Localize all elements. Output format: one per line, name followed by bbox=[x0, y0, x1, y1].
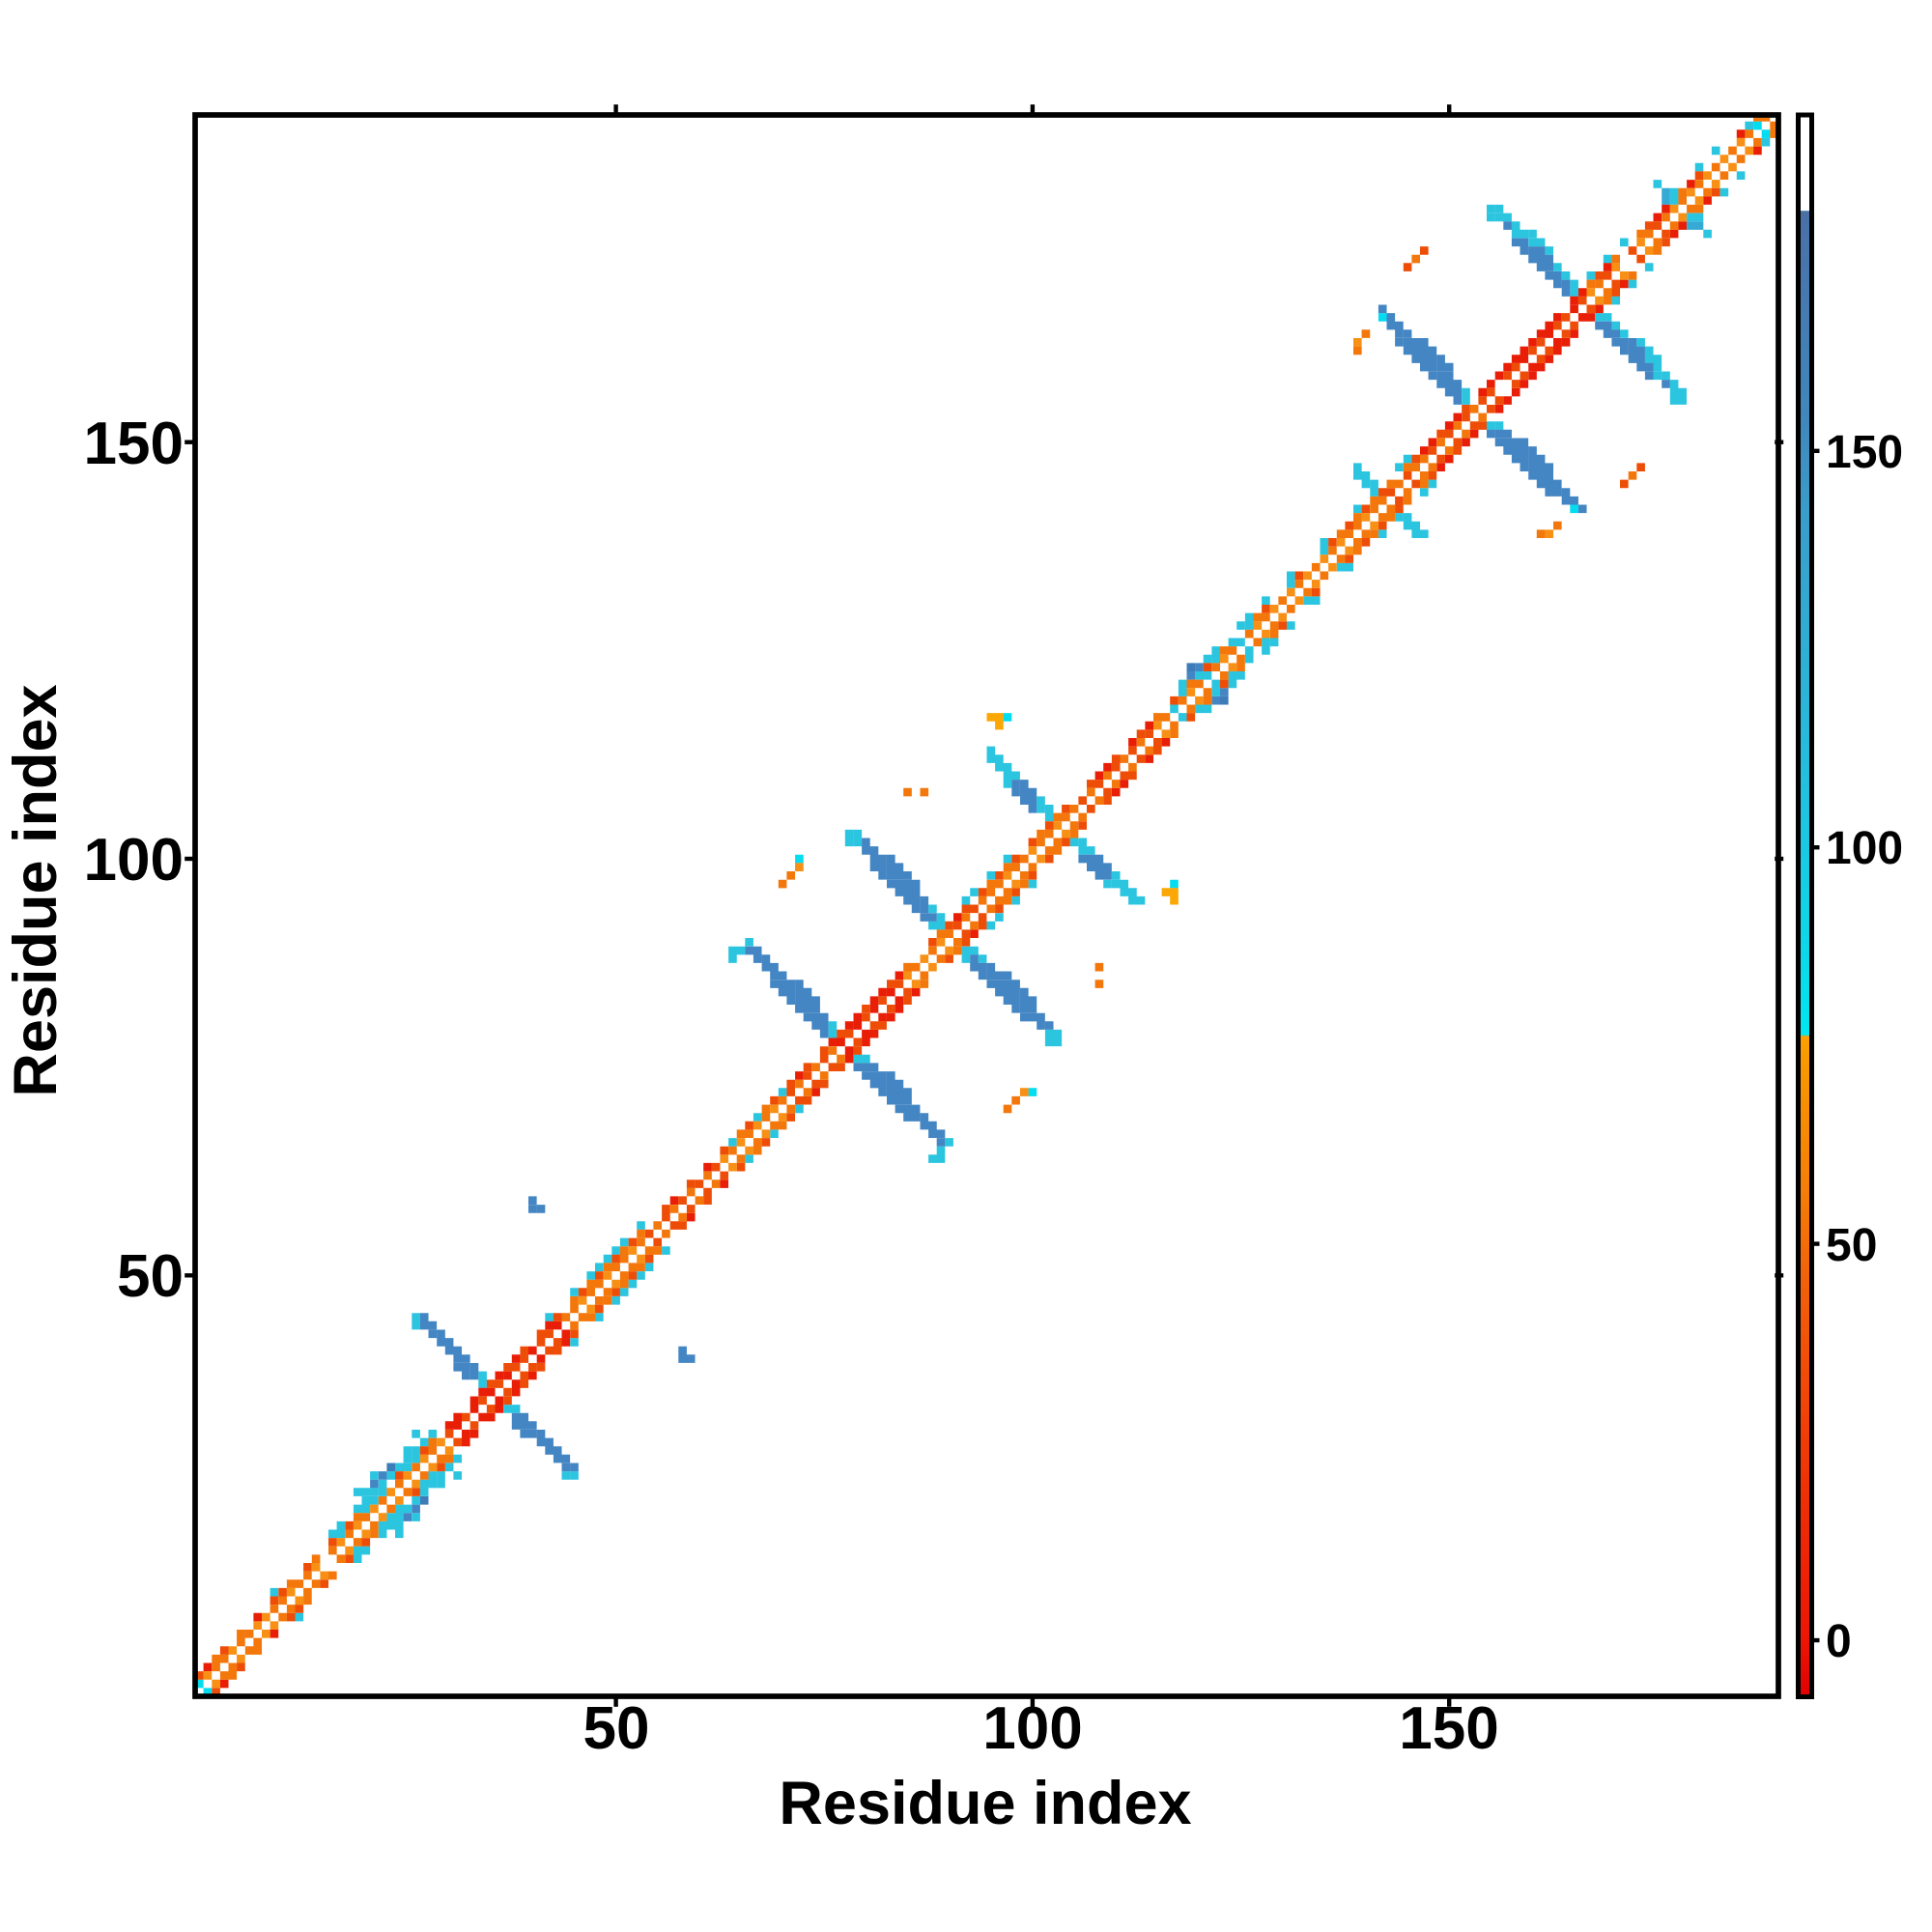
svg-text:100: 100 bbox=[982, 1695, 1082, 1762]
svg-text:100: 100 bbox=[84, 827, 184, 894]
svg-text:50: 50 bbox=[583, 1695, 650, 1762]
svg-text:150: 150 bbox=[1399, 1695, 1498, 1762]
svg-text:Residue index: Residue index bbox=[779, 1770, 1191, 1837]
svg-text:0: 0 bbox=[1826, 1616, 1852, 1667]
svg-text:100: 100 bbox=[1826, 823, 1903, 874]
svg-text:50: 50 bbox=[117, 1243, 184, 1310]
svg-text:150: 150 bbox=[1826, 427, 1903, 478]
svg-text:50: 50 bbox=[1826, 1220, 1877, 1271]
svg-text:150: 150 bbox=[84, 411, 184, 477]
svg-text:Residue index: Residue index bbox=[2, 684, 70, 1096]
